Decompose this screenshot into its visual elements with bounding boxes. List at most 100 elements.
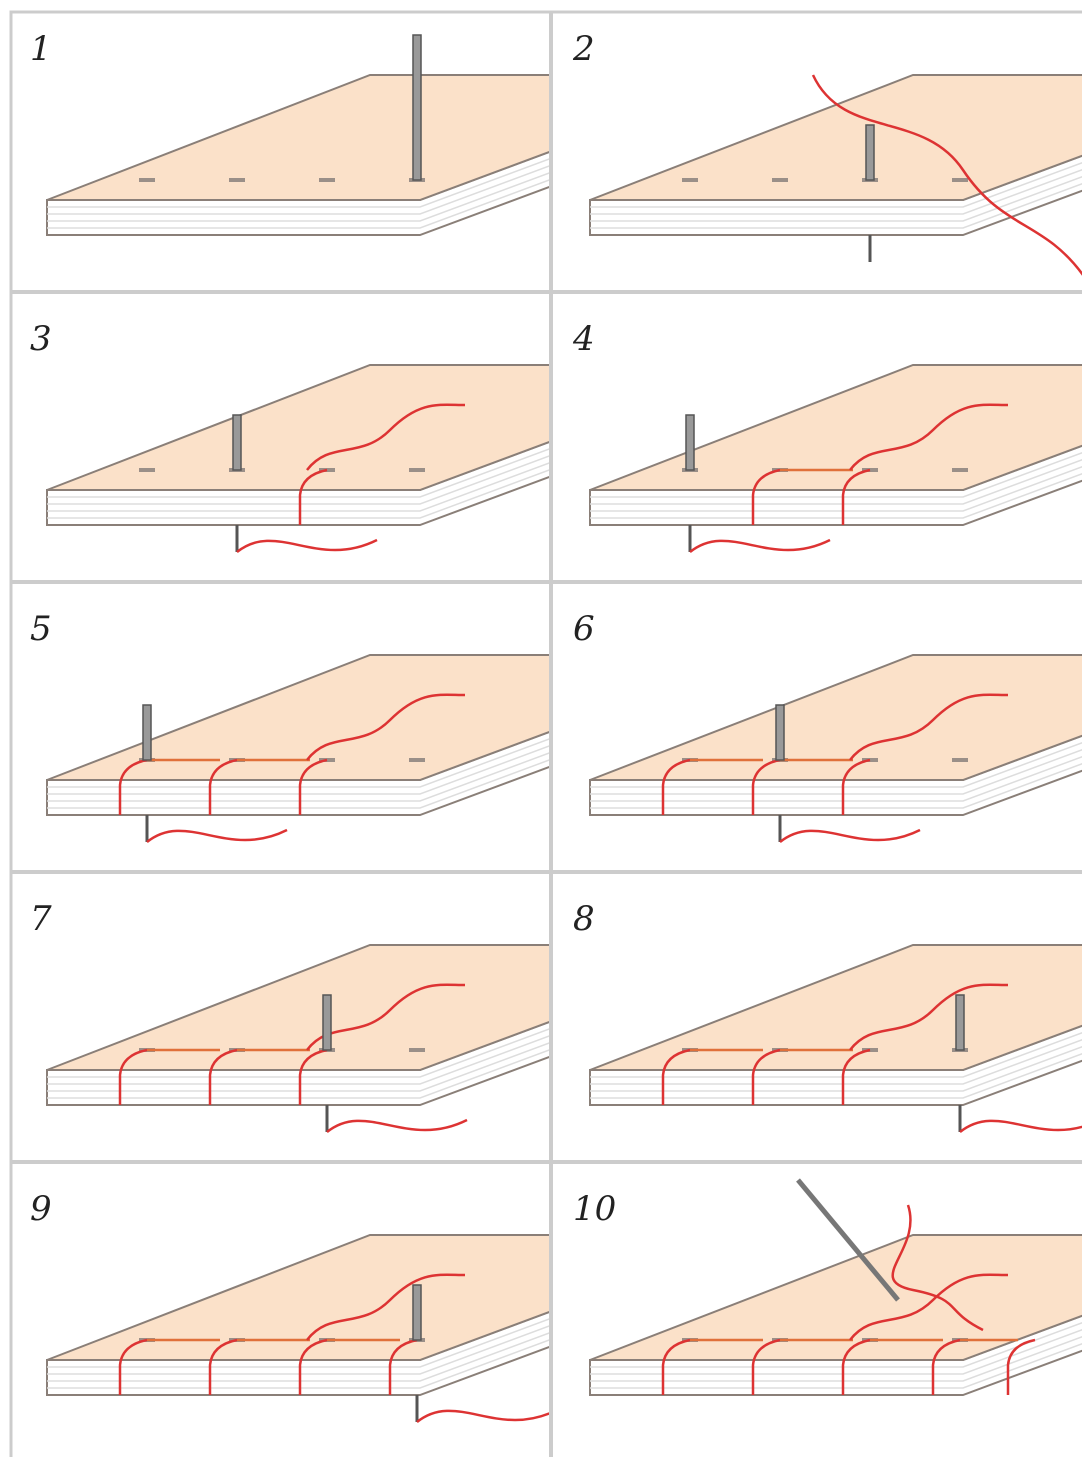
hole <box>409 1048 425 1052</box>
page-line <box>47 172 549 222</box>
page-line <box>590 168 1082 215</box>
needle <box>796 1178 900 1302</box>
stitch <box>208 1048 238 1105</box>
step-label: 6 <box>573 609 595 649</box>
stitch <box>751 758 781 815</box>
page-line <box>47 752 549 802</box>
hole <box>319 178 335 182</box>
page-line <box>590 1342 1082 1389</box>
hole <box>409 468 425 472</box>
stitch <box>841 758 871 815</box>
page-line <box>47 1035 549 1085</box>
stitch <box>208 1338 238 1395</box>
thread <box>779 828 921 843</box>
page-line <box>47 462 549 512</box>
page-line <box>590 458 1082 505</box>
cover <box>589 74 1082 201</box>
panel-art <box>46 1234 549 1423</box>
step-panel: 6 <box>573 609 595 649</box>
stitch <box>661 1338 691 1395</box>
stitch <box>118 758 148 815</box>
stitch <box>1006 1338 1036 1395</box>
thread <box>306 403 466 471</box>
page-line <box>47 1049 549 1099</box>
page-line <box>47 455 549 505</box>
page-line <box>590 161 1082 208</box>
stitch <box>751 1338 781 1395</box>
stitch <box>298 1048 328 1105</box>
needle <box>142 704 152 761</box>
step-label: 4 <box>572 319 595 359</box>
page-line <box>47 1042 549 1092</box>
stitch <box>118 1338 148 1395</box>
panel-art <box>589 654 1082 843</box>
page-line <box>590 1031 1082 1078</box>
stitch <box>298 468 328 525</box>
panel-art <box>46 364 549 553</box>
page-line <box>590 1328 1082 1375</box>
page-line <box>47 165 549 215</box>
needle <box>412 1284 422 1341</box>
step-panel: 3 <box>30 319 52 359</box>
page-line <box>47 158 549 208</box>
step-panel: 8 <box>573 899 595 939</box>
step-panel: 10 <box>573 1189 616 1229</box>
stitch <box>751 1048 781 1105</box>
page-line <box>590 1335 1082 1382</box>
needle <box>685 414 695 471</box>
page-line <box>47 745 549 795</box>
step-label: 8 <box>573 899 595 939</box>
thread <box>849 403 1009 471</box>
thread <box>326 1118 468 1133</box>
step-panel: 4 <box>572 319 595 359</box>
step-panel: 9 <box>30 1189 52 1229</box>
needle <box>232 414 242 471</box>
needle <box>775 704 785 761</box>
cover <box>46 74 549 201</box>
stitch <box>118 1048 148 1105</box>
hole <box>139 468 155 472</box>
needle <box>322 994 332 1051</box>
step-label: 9 <box>30 1189 52 1229</box>
step-panel: 1 <box>30 29 52 69</box>
panel-art-inner <box>46 654 549 843</box>
stitch <box>841 1338 871 1395</box>
page-line <box>47 469 549 519</box>
hole <box>772 178 788 182</box>
page-line <box>47 738 549 788</box>
stitch <box>841 468 871 525</box>
panel-art-inner <box>589 1178 1082 1396</box>
page-line <box>590 1038 1082 1085</box>
page-line <box>590 451 1082 498</box>
panel-art-inner <box>589 654 1082 843</box>
stitch <box>931 1338 961 1395</box>
hole <box>682 178 698 182</box>
needle <box>955 994 965 1051</box>
panel-art <box>46 34 549 236</box>
hole <box>952 178 968 182</box>
stitch <box>298 1338 328 1395</box>
needle <box>412 34 422 181</box>
cover <box>46 1234 549 1361</box>
thread <box>849 983 1009 1051</box>
thread <box>146 828 288 843</box>
thread <box>849 693 1009 761</box>
stitch <box>298 758 328 815</box>
page-line <box>47 1318 549 1368</box>
page-line <box>47 1028 549 1078</box>
thread <box>959 1119 1082 1133</box>
page-line <box>590 748 1082 795</box>
page-line <box>47 179 549 229</box>
thread <box>306 1273 466 1341</box>
panel-art <box>589 364 1082 553</box>
panel-art-inner <box>589 944 1082 1133</box>
panel-art <box>46 654 549 843</box>
thread <box>891 1204 984 1332</box>
page-line <box>590 1052 1082 1099</box>
step-label: 7 <box>30 899 52 939</box>
panel-art-inner <box>46 364 549 553</box>
step-label: 10 <box>573 1189 616 1229</box>
panel-art-inner <box>46 34 549 236</box>
page-line <box>590 465 1082 512</box>
panel-art-inner <box>589 74 1082 276</box>
